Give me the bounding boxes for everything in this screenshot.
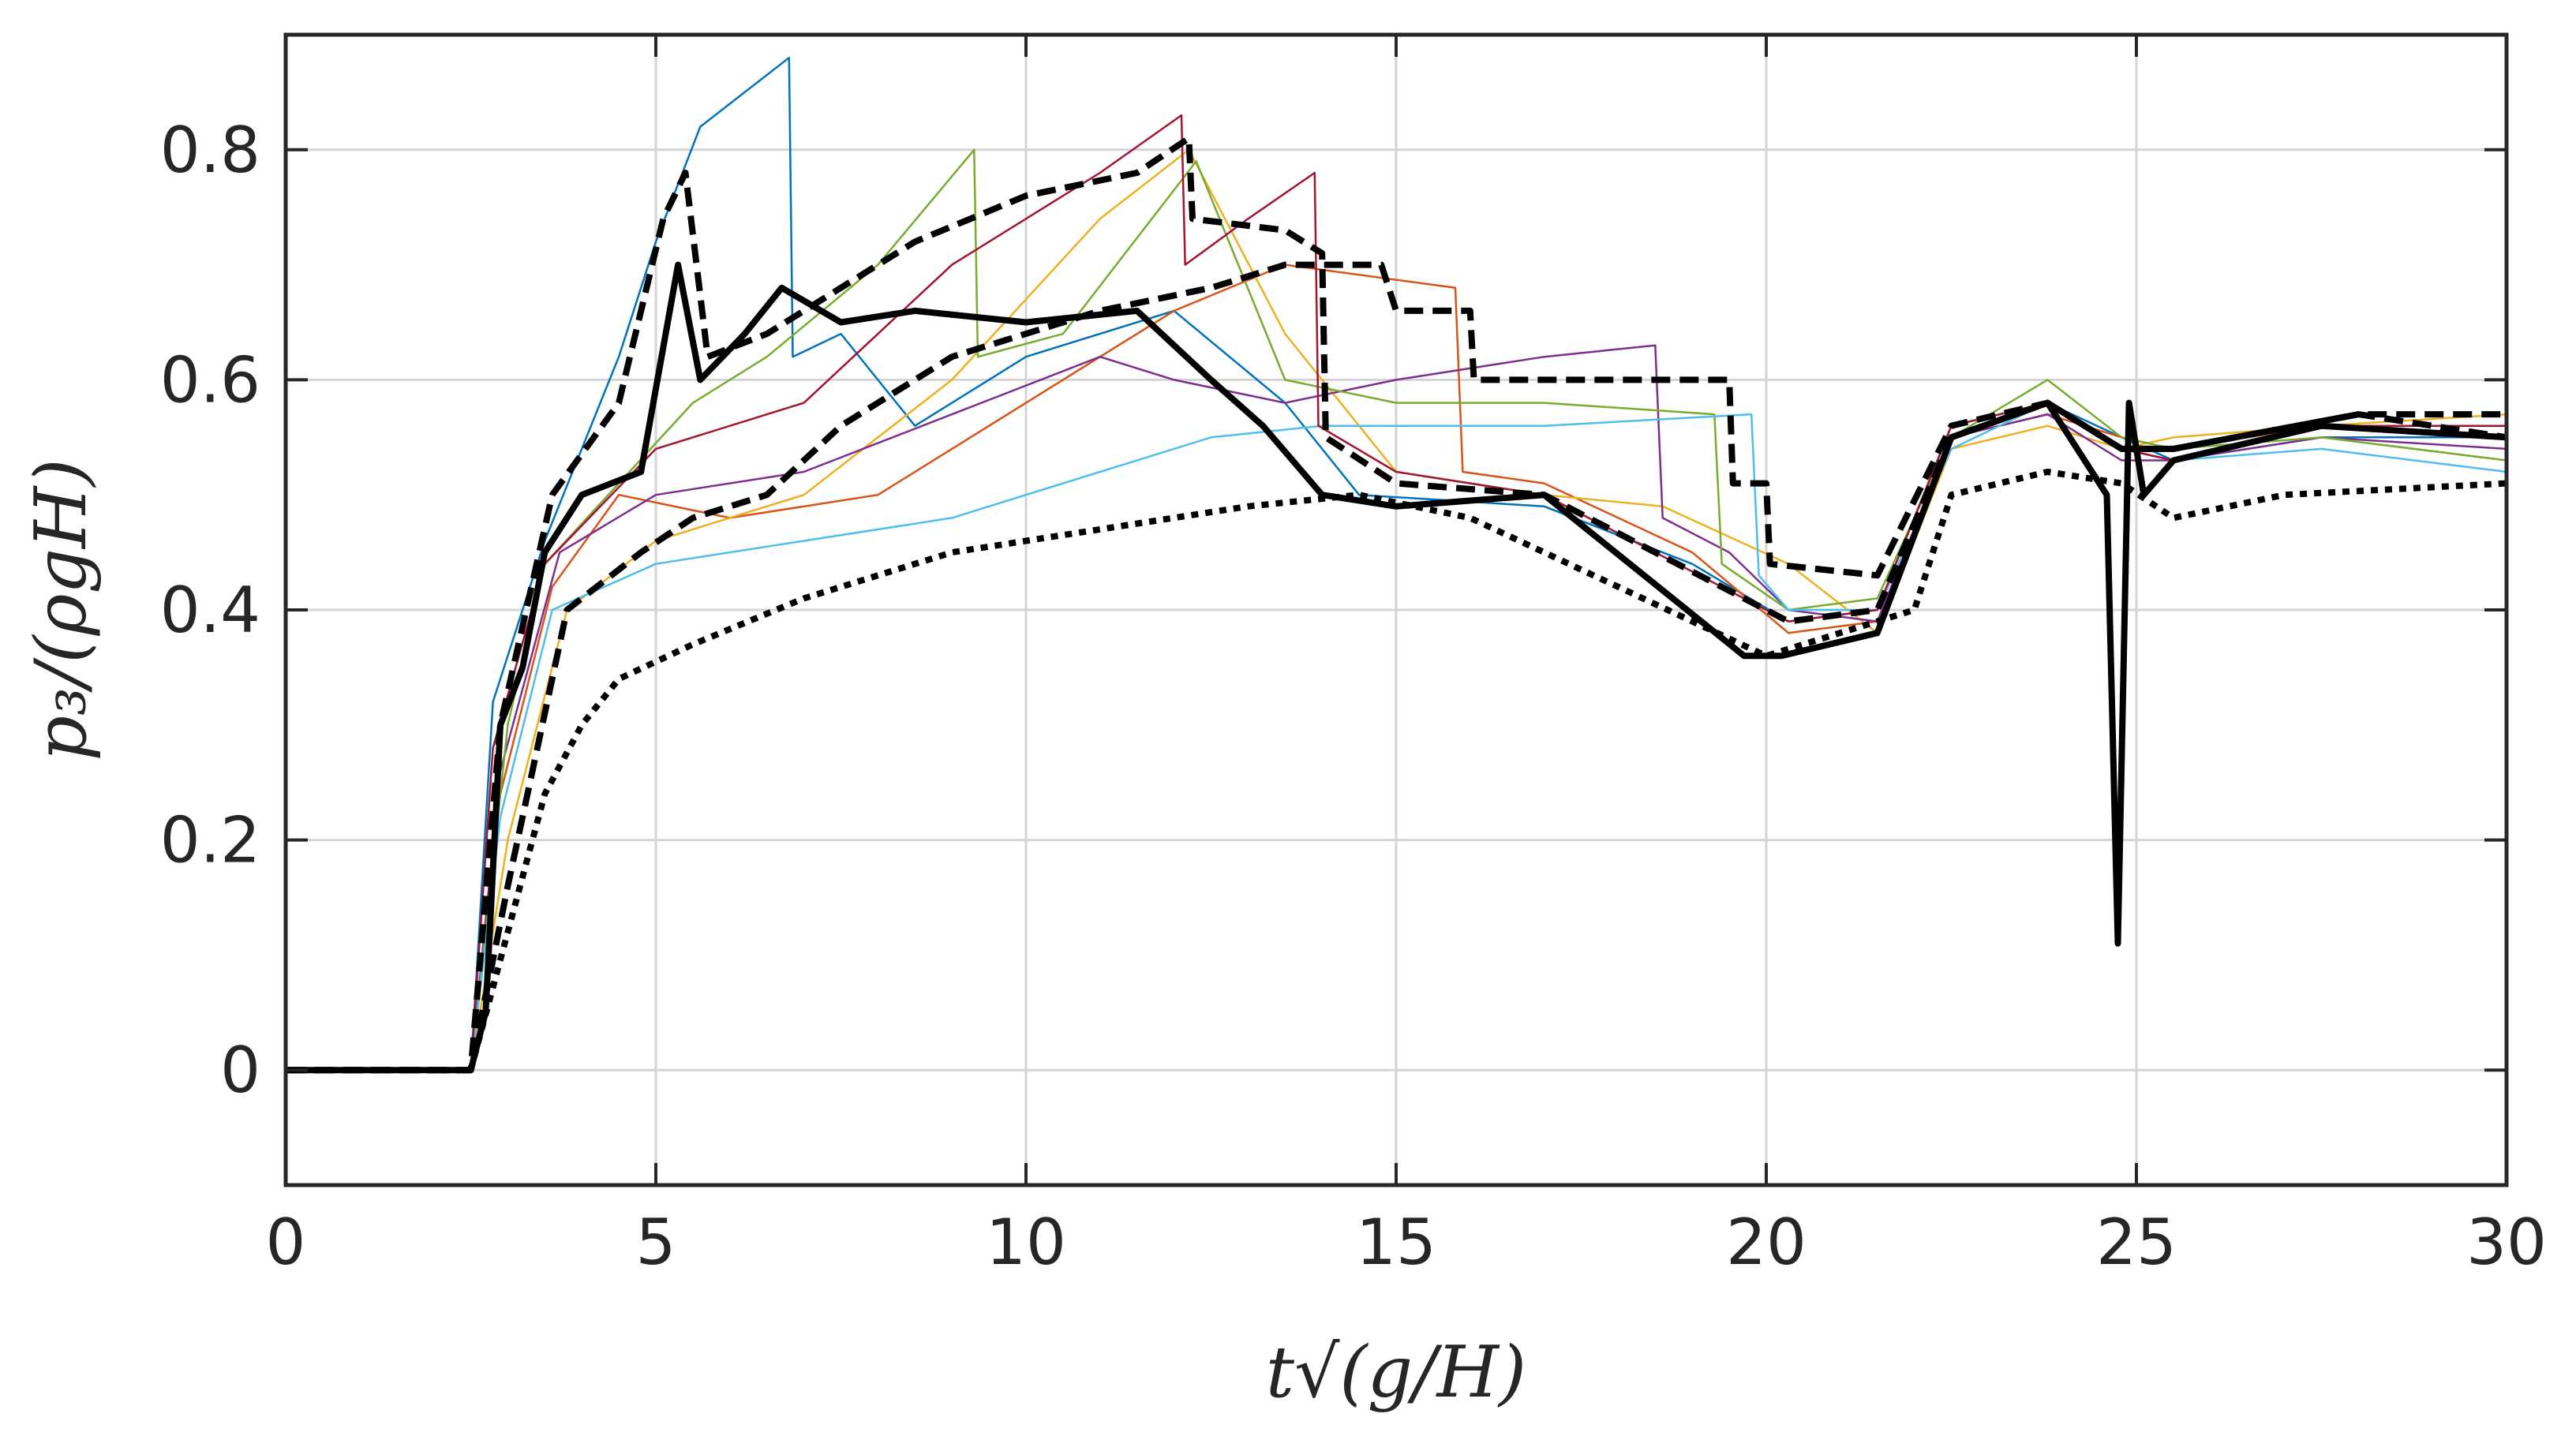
series-line-10 [286,261,2507,1074]
x-tick-labels: 0 5 10 15 20 25 30 [266,1206,2547,1279]
y-tick-label: 0.2 [160,804,260,877]
series-line-5 [286,148,2507,1071]
series-line-4 [286,344,2507,1071]
y-tick-label: 0 [220,1034,260,1107]
y-tick-labels: 0 0.2 0.4 0.6 0.8 [160,114,260,1107]
y-tick-label: 0.4 [160,574,260,647]
x-tick-label: 30 [2466,1206,2547,1279]
series-line-11 [286,469,2507,1074]
series-line-9 [286,135,2507,1074]
series-line-8 [286,261,2507,1074]
x-axis-label: t√(g/H) [1266,1331,1526,1414]
x-tick-label: 0 [266,1206,306,1279]
x-tick-label: 5 [636,1206,676,1279]
x-tick-label: 10 [986,1206,1066,1279]
x-tick-label: 15 [1356,1206,1436,1279]
ticks [284,35,2508,1185]
series-layer [286,56,2507,1074]
y-tick-label: 0.6 [160,343,260,417]
x-tick-label: 25 [2096,1206,2177,1279]
y-axis-label: p₃/(ρgH) [20,458,103,761]
x-tick-label: 20 [1726,1206,1807,1279]
y-tick-label: 0.8 [160,114,260,187]
